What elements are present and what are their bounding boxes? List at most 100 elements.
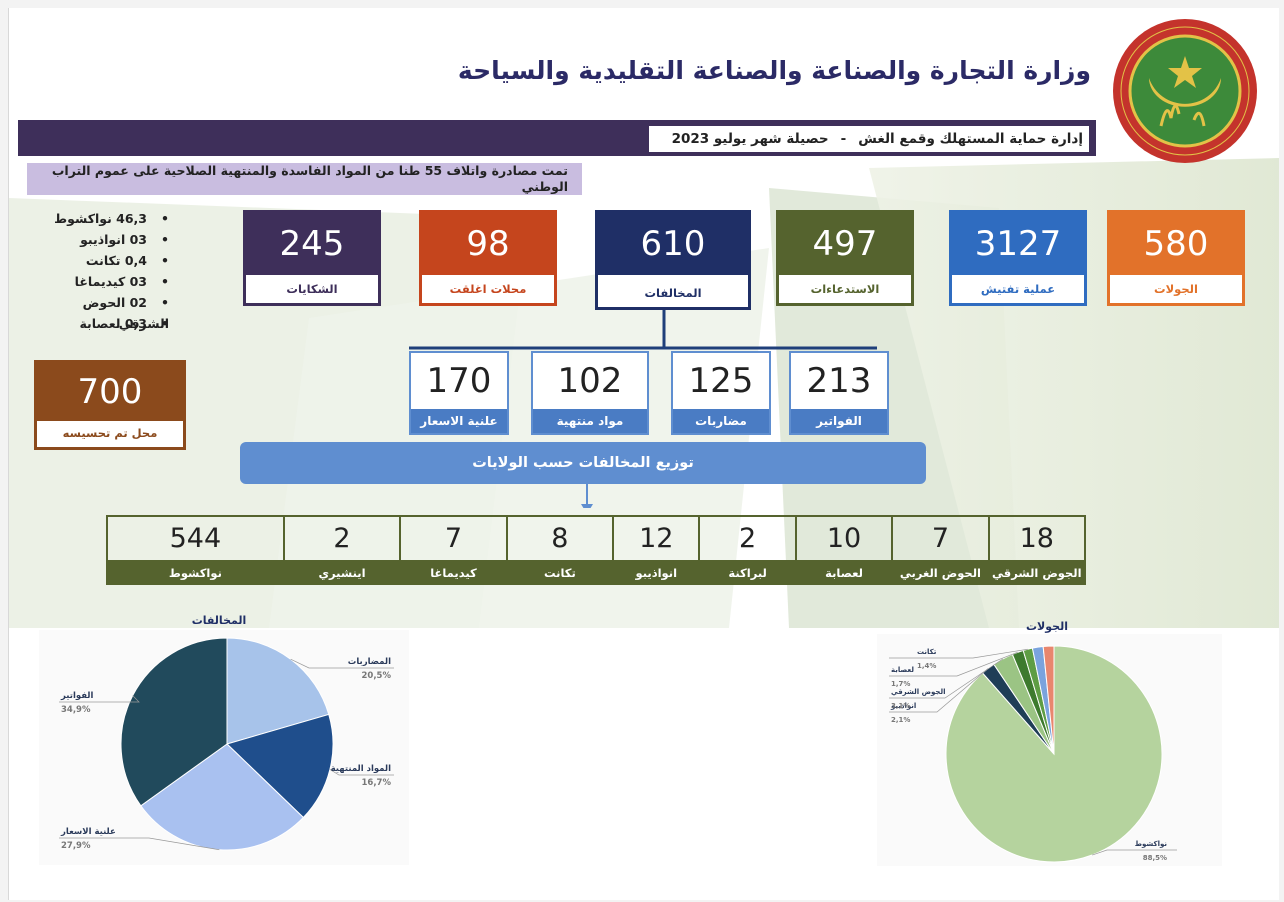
pie-slice: [226, 713, 334, 819]
list-item: 0,4 تكانت: [39, 250, 169, 271]
report-subtitle: إدارة حماية المستهلك وقمع الغش - حصيلة ش…: [649, 126, 1089, 152]
governorate-value: 7: [891, 515, 990, 562]
slice-label: المواد المنتهية: [331, 764, 391, 774]
governorate-value: 2: [698, 515, 797, 562]
slice-value-label: 88,5%: [1143, 854, 1167, 862]
ministry-title: وزارة التجارة والصناعة والصناعة التقليدي…: [457, 56, 1091, 85]
kpi-inspections: 3127 عملية تفتيش: [949, 210, 1087, 306]
kpi-label: محل تم تحسيسه: [42, 423, 178, 443]
governorate-value: 544: [106, 515, 285, 562]
governorates-table: 18 7 10 2 12 8 7 2 544 الجوض الشرقي الحو…: [106, 515, 1087, 585]
slice-label: الجوض الشرقي: [891, 688, 946, 696]
pie-slice: [120, 637, 228, 807]
kpi-label: الجولات: [1115, 279, 1237, 299]
leader-line: [59, 695, 140, 703]
leader-line: [1092, 849, 1177, 856]
pie-slice: [226, 637, 330, 745]
kpi-closed-shops: 98 محلات اغلقت: [419, 210, 557, 306]
chart-title: الجولات: [1026, 620, 1068, 633]
slice-value-label: 27,9%: [61, 841, 91, 851]
kpi-sensitized-shops: 700 محل تم تحسيسه: [34, 360, 186, 450]
kpi-value: 98: [422, 213, 554, 275]
sub-kpi-value: 102: [557, 361, 623, 401]
slice-label: علنية الاسعار: [60, 827, 116, 837]
list-item: 02 الحوض الشرقي: [39, 292, 169, 331]
slice-value-label: 34,9%: [61, 705, 91, 715]
sub-kpi-value: 170: [426, 361, 492, 401]
leader-line: [889, 648, 1028, 659]
pie-slice: [1042, 645, 1055, 755]
kpi-label: المخالفات: [603, 283, 743, 303]
slice-value-label: 2,1%: [891, 716, 910, 724]
separator: -: [840, 131, 847, 147]
governorate-value: 2: [282, 515, 402, 562]
sub-kpi-label: مواد منتهية: [533, 409, 647, 433]
kpi-summons: 497 الاستدعاءات: [776, 210, 914, 306]
governorate-value: 8: [505, 515, 615, 562]
kpi-label: الشكايات: [251, 279, 373, 299]
kpi-value: 497: [779, 213, 911, 275]
department-name: إدارة حماية المستهلك وقمع الغش: [858, 131, 1083, 147]
table-row: 18 7 10 2 12 8 7 2 544: [106, 515, 1087, 562]
leader-line: [889, 668, 989, 713]
sub-kpi-label: علنية الاسعار: [411, 409, 507, 433]
governorate-name: نواكشوط: [106, 560, 285, 585]
table-row: الجوض الشرقي الحوض الغربي لعصابة لبراكنة…: [106, 560, 1087, 585]
slice-label: نواكشوط: [1135, 840, 1168, 848]
kpi-complaints: 245 الشكايات: [243, 210, 381, 306]
governorate-value: 7: [399, 515, 508, 562]
kpi-value: 700: [37, 363, 183, 421]
slice-value-label: 1,7%: [891, 680, 910, 688]
governorate-value: 12: [612, 515, 701, 562]
list-item: 03 انواذيبو: [39, 229, 169, 250]
governorates-title: توزيع المخالفات حسب الولايات: [240, 442, 926, 484]
kpi-tours: 580 الجولات: [1107, 210, 1245, 306]
violations-pie-chart: المخالفات المضاربات 20,5% المواد المنتهية 1…: [39, 614, 409, 865]
seizure-breakdown-list: 46,3 نواكشوط 03 انواذيبو 0,4 تكانت 03 كي…: [39, 208, 169, 334]
kpi-value: 580: [1110, 213, 1242, 275]
sub-kpi-value: 213: [806, 361, 872, 401]
sub-kpi-label: مضاربات: [673, 409, 769, 433]
sub-kpi-value: 125: [688, 361, 754, 401]
slice-value-label: 16,7%: [362, 778, 392, 788]
infographic-page: وزارة التجارة والصناعة والصناعة التقليدي…: [8, 8, 1279, 900]
governorate-value: 18: [987, 515, 1087, 562]
kpi-label: عملية تفتيش: [957, 279, 1079, 299]
sub-kpi-invoices: 213 الفواتير: [789, 351, 889, 435]
sub-kpi-label: الفواتير: [791, 409, 887, 433]
slice-label: الفواتير: [60, 691, 94, 701]
kpi-label: الاستدعاءات: [784, 279, 906, 299]
slice-label: لعصابة: [891, 666, 914, 674]
slice-value-label: 20,5%: [362, 671, 392, 681]
chart-title: المخالفات: [192, 614, 247, 627]
slice-value-label: 1,4%: [917, 662, 936, 670]
leader-line: [329, 769, 394, 776]
governorate-name: لعصابة: [794, 560, 894, 585]
kpi-value: 3127: [952, 213, 1084, 275]
governorate-name: انواذيبو: [612, 560, 701, 585]
slice-label: المضاربات: [348, 657, 391, 667]
list-item: 0,3 لعصابة: [39, 313, 169, 334]
kpi-value: 245: [246, 213, 378, 275]
governorate-name: الحوض الغربي: [891, 560, 990, 585]
slice-label: انواذيبو: [890, 702, 916, 710]
slice-label: تكانت: [917, 648, 937, 656]
governorate-name: تكانت: [505, 560, 615, 585]
leader-line: [59, 837, 220, 851]
report-period: حصيلة شهر يوليو 2023: [671, 131, 829, 147]
governorate-name: كيديماغا: [399, 560, 508, 585]
leader-line: [889, 658, 1004, 699]
tours-pie-chart: الجولات نواكشوط 88,5% انواذيبو 2,1% الجوض ال…: [877, 620, 1222, 866]
slice-value-label: 3,1%: [891, 702, 910, 710]
leader-line: [889, 651, 1018, 677]
list-item: 03 كيديماغا: [39, 271, 169, 292]
kpi-violations: 610 المخالفات: [595, 210, 751, 310]
sub-kpi-speculation: 125 مضاربات: [671, 351, 771, 435]
mauritania-seal-logo: [1113, 19, 1257, 163]
governorate-name: الجوض الشرقي: [987, 560, 1087, 585]
seizure-note: تمت مصادرة واتلاف 55 طنا من المواد الفاس…: [27, 163, 582, 195]
governorate-value: 10: [794, 515, 894, 562]
sub-kpi-expired-goods: 102 مواد منتهية: [531, 351, 649, 435]
sub-kpi-price-display: 170 علنية الاسعار: [409, 351, 509, 435]
governorate-name: اينشيري: [282, 560, 402, 585]
